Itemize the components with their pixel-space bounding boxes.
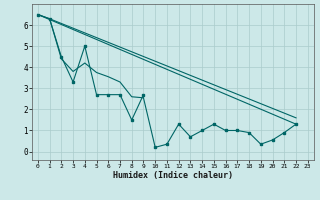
- X-axis label: Humidex (Indice chaleur): Humidex (Indice chaleur): [113, 171, 233, 180]
